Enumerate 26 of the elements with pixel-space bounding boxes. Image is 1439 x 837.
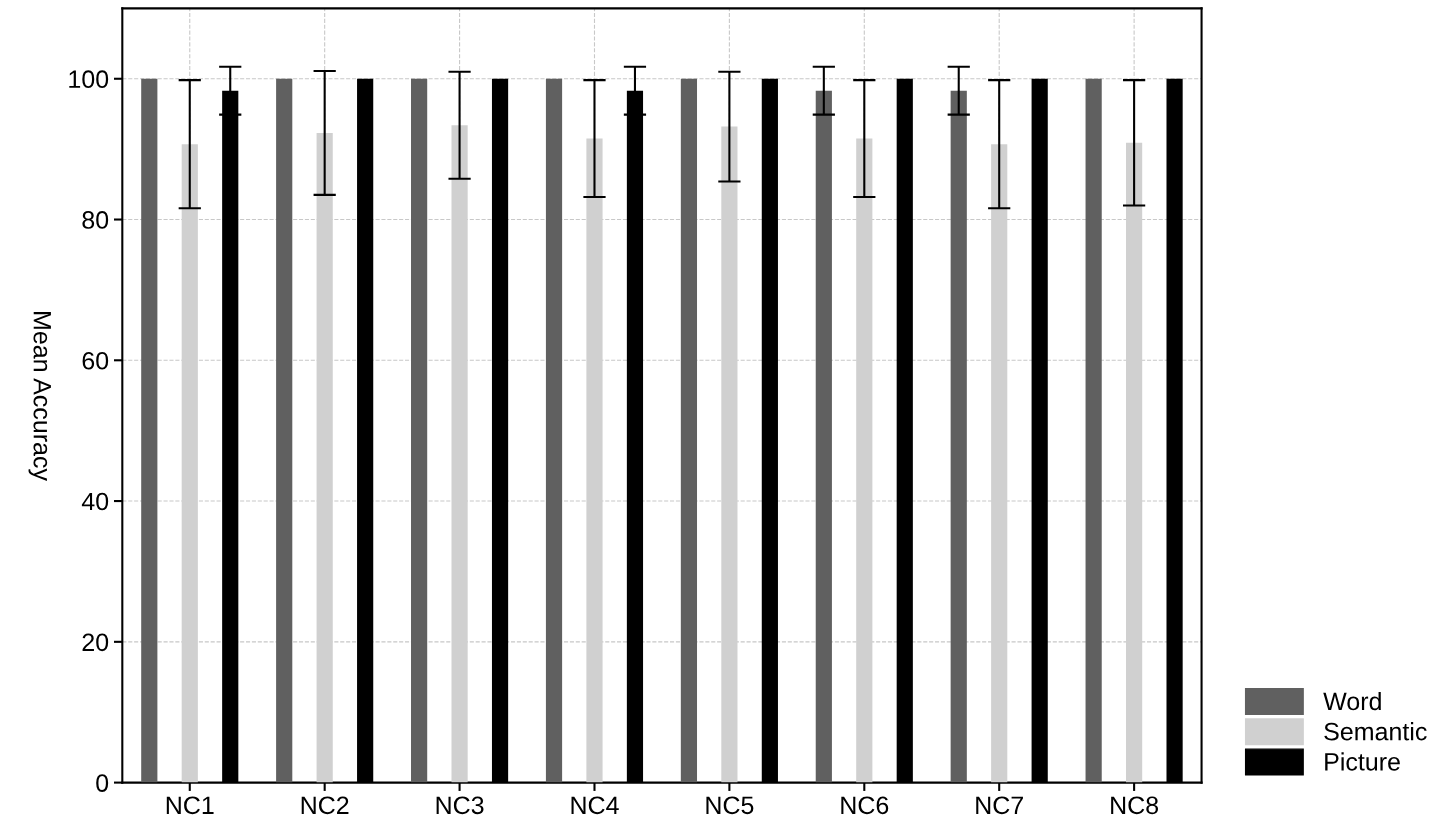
- legend-label: Picture: [1325, 752, 1400, 771]
- y-tick-label: 20: [82, 633, 109, 652]
- x-tick-label: NC4: [571, 796, 619, 815]
- bar: [950, 90, 967, 783]
- bar: [815, 90, 832, 783]
- y-tick-label: 100: [69, 70, 109, 89]
- legend-label: Word: [1323, 691, 1381, 711]
- x-tick-label: NC5: [706, 796, 754, 815]
- x-tick-label: NC1: [166, 796, 214, 815]
- bar: [141, 78, 158, 783]
- bar: [411, 78, 428, 783]
- y-tick-label: 80: [82, 211, 109, 229]
- bar: [680, 78, 698, 783]
- y-tick-label: 40: [81, 492, 109, 511]
- x-tick-label: NC3: [436, 796, 484, 815]
- y-axis-title: Mean Accuracy: [28, 312, 51, 481]
- bar: [545, 78, 563, 783]
- x-tick-label: NC6: [841, 796, 889, 815]
- y-tick-label: 0: [96, 774, 109, 792]
- x-tick-label: NC2: [301, 796, 349, 815]
- x-tick-label: NC8: [1111, 796, 1159, 815]
- bar: [1085, 78, 1102, 783]
- bar: [276, 78, 293, 783]
- legend-label: Semantic: [1324, 722, 1427, 741]
- x-tick-label: NC7: [976, 796, 1023, 815]
- y-tick-label: 60: [82, 351, 109, 370]
